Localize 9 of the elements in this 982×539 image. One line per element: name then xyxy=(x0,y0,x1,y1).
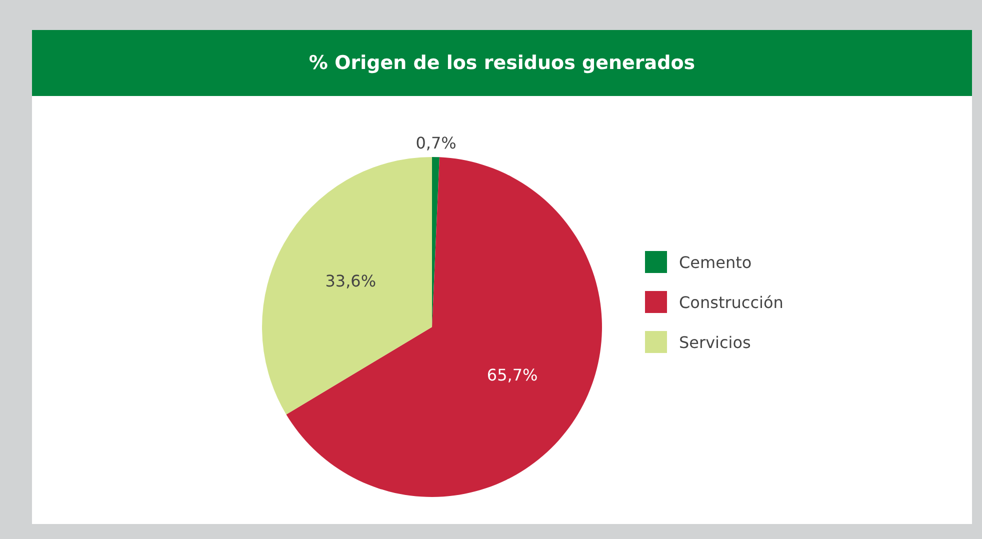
data-label: 33,6% xyxy=(325,271,376,290)
legend-label: Servicios xyxy=(679,332,751,352)
legend-label: Cemento xyxy=(679,252,752,272)
data-label: 65,7% xyxy=(486,365,538,384)
pie-slice xyxy=(286,157,602,497)
legend-label: Construcción xyxy=(679,292,784,312)
pie-slice xyxy=(262,157,432,414)
chart-title: % Origen de los residuos generados xyxy=(32,30,972,96)
data-label: 0,7% xyxy=(416,134,456,153)
